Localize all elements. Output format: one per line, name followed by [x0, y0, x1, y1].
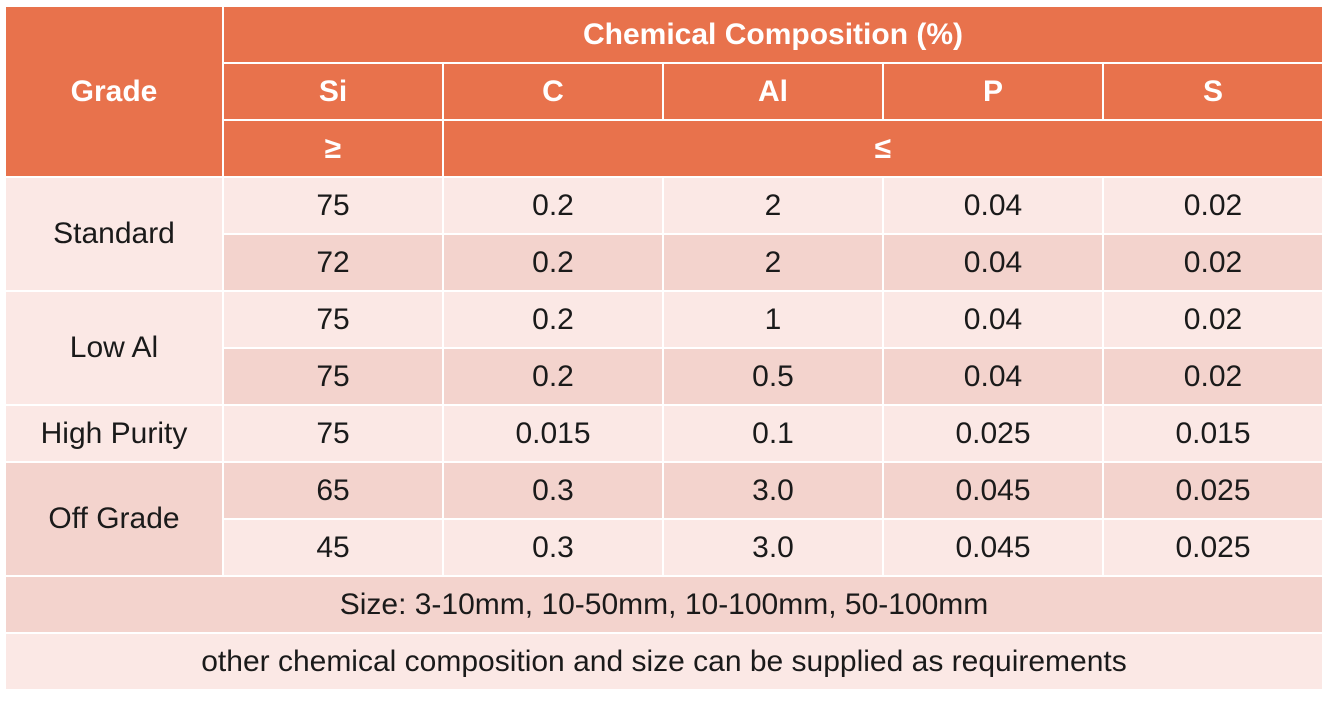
max-symbol: ≤ — [442, 119, 1324, 178]
table-cell: 0.02 — [1102, 233, 1324, 292]
table-cell: 3.0 — [662, 518, 884, 577]
table-cell: 75 — [222, 347, 444, 406]
table-cell: 0.025 — [1102, 461, 1324, 520]
min-symbol: ≥ — [222, 119, 444, 178]
table-cell: 2 — [662, 233, 884, 292]
element-header-si: Si — [222, 62, 444, 121]
table-cell: 45 — [222, 518, 444, 577]
table-cell: 0.2 — [442, 347, 664, 406]
table-cell: 0.015 — [442, 404, 664, 463]
table-cell: 72 — [222, 233, 444, 292]
composition-header: Chemical Composition (%) — [222, 5, 1324, 64]
table-row: Off Grade 65 0.3 3.0 0.045 0.025 — [4, 461, 1324, 577]
table-cell: 0.02 — [1102, 347, 1324, 406]
table-cell: 0.04 — [882, 176, 1104, 235]
table-cell: 0.3 — [442, 461, 664, 520]
table-row: 72 0.2 2 0.04 0.02 — [5, 233, 1324, 292]
table-cell: 0.2 — [442, 176, 664, 235]
table-cell: 0.5 — [662, 347, 884, 406]
table-row: Standard 75 0.2 2 0.04 0.02 — [4, 176, 1324, 292]
grade-label: Low Al — [4, 290, 224, 406]
table-cell: 0.04 — [882, 233, 1104, 292]
table-cell: 75 — [222, 290, 444, 349]
table-cell: 0.04 — [882, 290, 1104, 349]
table-cell: 0.045 — [882, 461, 1104, 520]
table-cell: 0.3 — [442, 518, 664, 577]
table-cell: 3.0 — [662, 461, 884, 520]
grade-label: Off Grade — [4, 461, 224, 577]
table-cell: 0.045 — [882, 518, 1104, 577]
table-cell: 1 — [662, 290, 884, 349]
table-cell: 0.025 — [1102, 518, 1324, 577]
table-cell: 0.2 — [442, 233, 664, 292]
element-header-c: C — [442, 62, 664, 121]
table-cell: 75 — [222, 176, 444, 235]
table-cell: 0.04 — [882, 347, 1104, 406]
table-cell: 0.1 — [662, 404, 884, 463]
table-row: 75 0.2 0.5 0.04 0.02 — [5, 347, 1324, 406]
table-cell: 0.02 — [1102, 290, 1324, 349]
element-header-s: S — [1102, 62, 1324, 121]
grade-label: Standard — [4, 176, 224, 292]
grade-label: High Purity — [4, 404, 224, 463]
element-header-p: P — [882, 62, 1104, 121]
table-cell: 0.015 — [1102, 404, 1324, 463]
table-cell: 65 — [222, 461, 444, 520]
size-note: Size: 3-10mm, 10-50mm, 10-100mm, 50-100m… — [4, 575, 1324, 634]
table-cell: 0.02 — [1102, 176, 1324, 235]
table-cell: 0.025 — [882, 404, 1104, 463]
composition-table: Grade Chemical Composition (%) Si C Al P… — [4, 5, 1324, 691]
table-row: 45 0.3 3.0 0.045 0.025 — [5, 518, 1324, 577]
table-cell: 2 — [662, 176, 884, 235]
requirements-note: other chemical composition and size can … — [4, 632, 1324, 691]
table-row: Low Al 75 0.2 1 0.04 0.02 — [4, 290, 1324, 406]
grade-header: Grade — [4, 5, 224, 178]
table-cell: 75 — [222, 404, 444, 463]
table-row: High Purity 75 0.015 0.1 0.025 0.015 — [4, 404, 1324, 463]
element-header-al: Al — [662, 62, 884, 121]
table-cell: 0.2 — [442, 290, 664, 349]
